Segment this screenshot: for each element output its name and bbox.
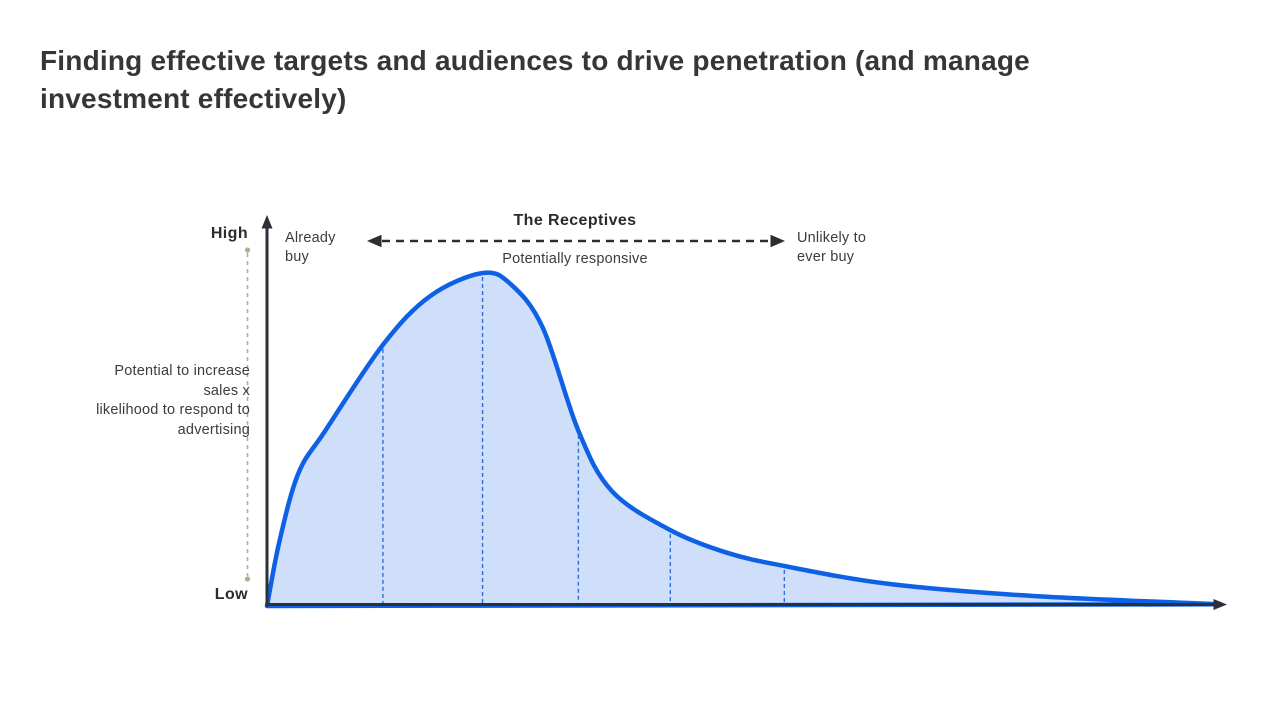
y-axis-title-line: likelihood to respond to [96,402,250,418]
segment-label-unlikely-to-ever-buy: Unlikely to ever buy [797,230,867,265]
receptives-arrowhead-left-icon [367,234,382,248]
y-axis-title: Potential to increase sales x likelihood… [40,362,250,440]
range-dot-top-icon [244,247,251,253]
y-axis-title-line: sales x [203,382,250,399]
y-axis-arrowhead-icon [261,215,273,229]
segment-label-already-buy: Already buy [285,230,336,265]
receptives-arrowhead-right-icon [770,234,785,248]
curve-area [264,270,1223,609]
x-axis-arrowhead-icon [1213,599,1227,610]
y-axis-high-label: High [210,225,248,242]
segment-label-potentially-responsive: Potentially responsive [502,251,648,267]
slide-title: Finding effective targets and audiences … [40,45,1030,114]
y-axis-title-line: Potential to increase [114,363,250,379]
range-dot-bottom-icon [244,576,251,582]
segment-label-receptives: The Receptives [513,212,637,229]
y-axis-low-label: Low [214,586,248,603]
y-axis-title-line: advertising [177,421,250,438]
segment-dividers [382,277,786,604]
